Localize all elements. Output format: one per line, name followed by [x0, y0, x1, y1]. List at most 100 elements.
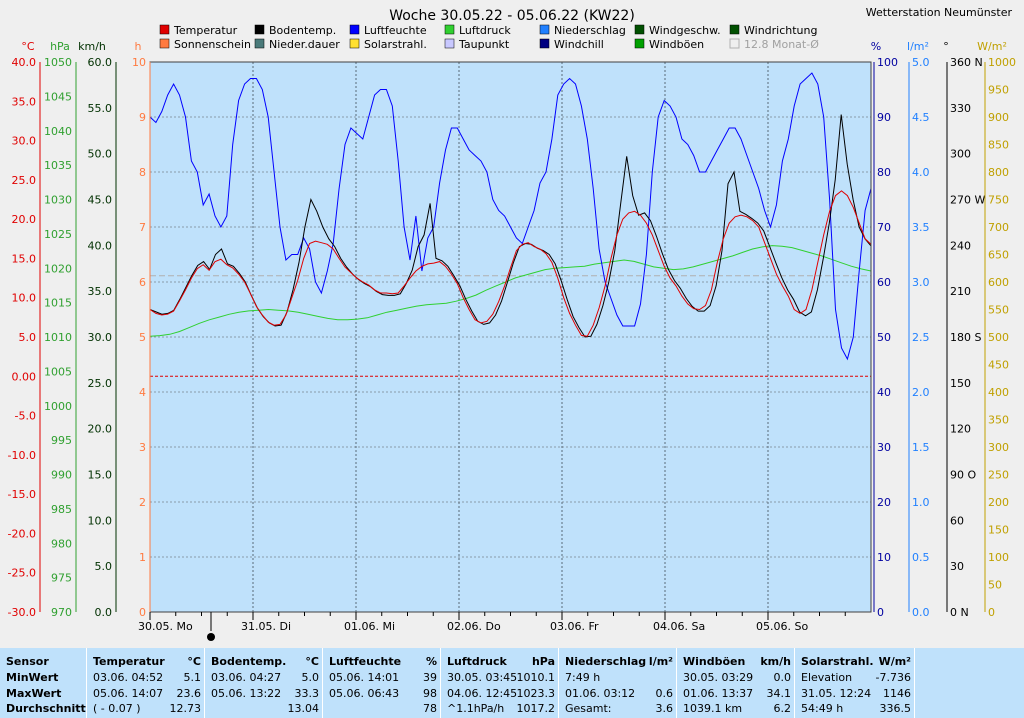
legend-swatch	[254, 24, 265, 35]
tick-label-press: 980	[51, 537, 72, 550]
tick-label-rain: 3.5	[912, 221, 930, 234]
tick-label-press: 1050	[44, 56, 72, 69]
summary-col-luftdruck: Luftdruck hPa 30.05. 03:45 1010.1 04.06. 1…	[440, 648, 559, 718]
tick-label-rain: 2.5	[912, 331, 930, 344]
tick-label-solar: 150	[988, 524, 1009, 537]
tick-label-temp: -10.0	[8, 449, 36, 462]
tick-label-solar: 50	[988, 579, 1002, 592]
legend-item: 12.8 Monat-Ø	[744, 38, 819, 51]
summary-col-solarstrahl: Solarstrahl. W/m² Elevation -7.736 31.05. …	[794, 648, 915, 718]
tick-label-temp: 0.00	[12, 370, 37, 383]
axis-unit-solar: W/m²	[977, 40, 1007, 53]
tick-label-temp: 10.0	[12, 292, 37, 305]
day-label: 04.06. Sa	[653, 620, 705, 633]
tick-label-dir: 210	[950, 285, 971, 298]
tick-label-solar: 500	[988, 331, 1009, 344]
tick-label-wind: 0.0	[95, 606, 113, 619]
col-unit: hPa	[531, 655, 555, 668]
tick-label-temp: -20.0	[8, 527, 36, 540]
col-title: Luftfeuchte	[329, 655, 402, 668]
tick-label-temp: 25.0	[12, 174, 37, 187]
tick-label-hum: 70	[877, 221, 891, 234]
series-luftfeuchte	[149, 72, 872, 361]
tick-label-press: 1030	[44, 194, 72, 207]
max-value: 1023.3	[516, 687, 556, 700]
tick-label-dir: 270 W	[950, 194, 985, 207]
tick-label-rain: 3.0	[912, 276, 930, 289]
avg-value: 78	[423, 702, 437, 715]
tick-label-rain: 4.0	[912, 166, 930, 179]
series-luftdruck	[149, 245, 872, 337]
legend-item: Windgeschw.	[649, 24, 721, 37]
tick-label-hours: 10	[132, 56, 146, 69]
tick-label-solar: 650	[988, 249, 1009, 262]
tick-label-dir: 300	[950, 148, 971, 161]
tick-label-solar: 300	[988, 441, 1009, 454]
tick-label-press: 1020	[44, 262, 72, 275]
tick-label-solar: 100	[988, 551, 1009, 564]
tick-label-hum: 20	[877, 496, 891, 509]
max-value: 33.3	[294, 687, 320, 700]
weather-week-chart: °C40.035.030.025.020.015.010.05.00.00-5.…	[7, 6, 1016, 641]
day-label: 01.06. Mi	[344, 620, 395, 633]
tick-label-dir: 90 O	[950, 469, 976, 482]
legend-swatch	[444, 38, 455, 49]
legend-swatch	[159, 38, 170, 49]
avg-note: Gesamt:	[565, 702, 612, 715]
sensor-label: Sensor	[6, 655, 49, 668]
axis-unit-hours: h	[135, 40, 142, 53]
legend-swatch	[349, 38, 360, 49]
legend-swatch	[254, 38, 265, 49]
avg-note: ^1.1hPa/h	[447, 702, 505, 715]
tick-label-hum: 80	[877, 166, 891, 179]
tick-label-dir: 330	[950, 102, 971, 115]
tick-label-temp: 20.0	[12, 213, 37, 226]
max-time: 05.06. 13:22	[211, 687, 282, 700]
tick-label-wind: 10.0	[88, 514, 113, 527]
legend-swatch	[539, 24, 550, 35]
tick-label-hours: 9	[139, 111, 146, 124]
summary-col-luftfeuchte: Luftfeuchte% 05.06. 14:01 39 05.06. 06:43…	[322, 648, 441, 718]
tick-label-press: 985	[51, 503, 72, 516]
tick-label-solar: 0	[988, 606, 995, 619]
tick-label-press: 995	[51, 434, 72, 447]
tick-label-temp: 5.0	[19, 331, 37, 344]
tick-label-wind: 55.0	[88, 102, 113, 115]
tick-label-temp: 15.0	[12, 252, 37, 265]
axis-unit-hum: %	[871, 40, 881, 53]
avg-note: 1039.1 km	[683, 702, 743, 715]
legend-item: Taupunkt	[458, 38, 510, 51]
tick-label-rain: 4.5	[912, 111, 930, 124]
legend-item: Luftdruck	[459, 24, 511, 37]
legend-item: Solarstrahl.	[364, 38, 427, 51]
min-time: 03.06. 04:27	[211, 671, 282, 684]
tick-label-solar: 800	[988, 166, 1009, 179]
legend-item: Luftfeuchte	[364, 24, 427, 37]
tick-label-solar: 1000	[988, 56, 1016, 69]
tick-label-hum: 60	[877, 276, 891, 289]
avg-value: 13.04	[287, 702, 320, 715]
tick-label-wind: 35.0	[88, 285, 113, 298]
tick-label-hours: 6	[139, 276, 146, 289]
tick-label-hours: 1	[139, 551, 146, 564]
tick-label-dir: 150	[950, 377, 971, 390]
tick-label-press: 1010	[44, 331, 72, 344]
col-unit: l/m²	[648, 655, 673, 668]
avg-note: 54:49 h	[801, 702, 844, 715]
tick-label-dir: 60	[950, 514, 964, 527]
min-time: 30.05. 03:45	[447, 671, 518, 684]
tick-label-solar: 850	[988, 139, 1009, 152]
tick-label-rain: 5.0	[912, 56, 930, 69]
tick-label-hours: 3	[139, 441, 146, 454]
col-title: Niederschlag	[565, 655, 647, 668]
col-unit: °C	[187, 655, 201, 668]
tick-label-temp: -25.0	[8, 567, 36, 580]
summary-col-bodentemp: Bodentemp. °C 03.06. 04:27 5.0 05.06. 13:2…	[204, 648, 323, 718]
station-name: Wetterstation Neumünster	[866, 6, 1013, 19]
min-time: 30.05. 03:29	[683, 671, 754, 684]
min-time: 03.06. 04:52	[93, 671, 164, 684]
summary-col-windboeen: Windböen km/h 30.05. 03:29 0.0 01.06. 13:3…	[676, 648, 795, 718]
tick-label-wind: 60.0	[88, 56, 113, 69]
min-value: 5.0	[301, 671, 320, 684]
tick-label-hum: 0	[877, 606, 884, 619]
